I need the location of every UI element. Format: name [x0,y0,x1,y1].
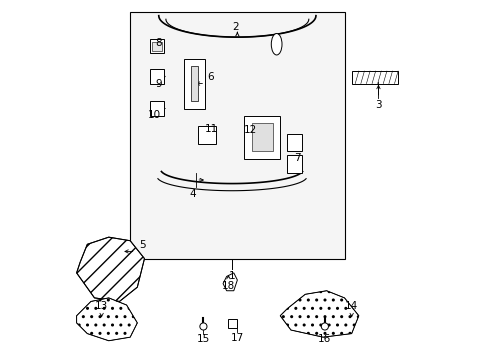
Bar [190,66,198,102]
Polygon shape [77,237,144,301]
Circle shape [200,323,206,330]
Bar [244,116,280,158]
Text: 13: 13 [95,301,108,311]
Text: 6: 6 [206,72,213,82]
Circle shape [321,323,328,330]
Text: 5: 5 [139,240,145,249]
Bar [351,71,397,84]
Text: 18: 18 [222,281,235,291]
Text: 2: 2 [232,22,239,32]
Ellipse shape [271,33,282,55]
Bar [183,59,205,109]
Text: 16: 16 [318,334,331,344]
Text: 1: 1 [228,271,235,281]
Text: 10: 10 [147,110,161,120]
Text: 11: 11 [204,124,218,134]
Bar [287,134,301,152]
Bar [151,42,162,51]
Text: 9: 9 [155,79,162,89]
Bar [198,126,216,144]
Bar [149,102,164,116]
Text: 8: 8 [155,38,162,48]
Bar [228,319,237,328]
Bar [149,69,164,84]
Text: 7: 7 [293,153,300,163]
Polygon shape [280,291,358,337]
Text: 17: 17 [230,333,244,342]
Bar [149,39,164,53]
Bar [251,123,272,152]
Bar [130,12,344,258]
Text: 4: 4 [189,189,196,199]
Bar [287,155,301,173]
Text: 14: 14 [345,301,358,311]
Polygon shape [223,273,237,291]
Text: 3: 3 [374,100,381,110]
Text: 12: 12 [244,125,257,135]
Polygon shape [77,298,137,341]
Text: 15: 15 [196,334,210,344]
